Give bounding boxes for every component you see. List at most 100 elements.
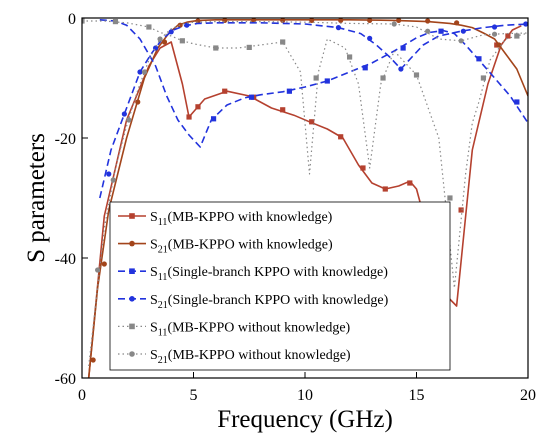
data-point [447,195,453,201]
data-point [523,21,528,27]
x-tick-label: 0 [78,387,86,404]
data-point [476,56,482,62]
data-point [135,99,141,105]
legend-marker [129,351,135,357]
data-point [400,45,406,51]
data-point [280,107,286,113]
data-point [179,38,185,44]
legend-box [109,201,451,371]
data-point [514,99,520,105]
legend-label: S21(MB-KPPO with knowledge) [150,238,333,256]
data-point [313,75,319,81]
data-point [491,24,498,30]
data-point [246,44,252,50]
series-4 [99,21,528,199]
series-5 [82,18,528,289]
data-point [324,78,330,84]
data-point [338,134,344,140]
legend-marker [129,323,135,330]
data-point [360,165,366,171]
data-point [309,18,315,23]
legend-entry: S11(MB-KPPO with knowledge) [118,210,333,228]
data-point [362,65,368,71]
y-axis-title: S parameters [23,133,50,263]
series-line [99,22,528,199]
y-tick-label: -20 [55,131,76,148]
data-point [101,261,107,267]
data-point [106,171,112,177]
data-point [90,357,96,363]
data-point [425,28,431,34]
data-point [222,88,228,94]
legend: S11(MB-KPPO with knowledge) S21(MB-KPPO w… [109,201,451,371]
data-point [195,104,201,110]
data-point [347,54,353,60]
data-point [248,94,255,100]
data-point [137,69,143,75]
data-point [413,72,420,78]
data-point [458,38,464,44]
data-point [286,88,292,94]
data-point [157,36,163,42]
legend-entry: S11(Single-branch KPPO with knowledge) [118,265,388,283]
legend-marker [129,296,135,302]
data-point [161,39,168,45]
series-2 [87,18,528,378]
data-point [338,18,344,23]
data-point [391,21,397,27]
data-point [460,28,466,34]
legend-entry: S21(Single-branch KPPO with knowledge) [118,293,389,311]
data-point [186,114,192,120]
x-tick-label: 15 [409,387,425,404]
data-point [514,33,520,39]
data-point [82,18,85,24]
data-point [335,25,342,31]
x-tick-label: 5 [190,387,198,404]
data-point [454,20,460,26]
data-point [168,29,174,35]
data-point [480,75,486,81]
data-point [425,18,431,24]
legend-entry: S21(MB-KPPO without knowledge) [118,348,351,366]
legend-label: S11(MB-KPPO without knowledge) [150,320,351,338]
data-point [367,18,373,23]
data-point [177,22,183,28]
data-point [112,19,119,25]
data-point [280,18,286,23]
x-axis-title: Frequency (GHz) [217,406,393,433]
data-point [126,117,132,123]
data-point [110,177,116,183]
data-point [458,207,464,213]
x-tick-label: 10 [297,387,313,404]
legend-marker [129,240,135,247]
ticks-layer: 0 5 10 15 20 0 -20 -40 -60 [55,11,536,404]
data-point [396,18,402,23]
data-point [491,31,498,37]
data-point [505,33,511,39]
legend-marker [129,268,135,274]
legend-label: S11(Single-branch KPPO with knowledge) [150,265,388,283]
data-point [95,267,101,273]
data-point [210,116,217,122]
data-point [213,45,219,51]
data-point [141,69,148,75]
legend-marker [129,213,135,219]
legend-label: S21(Single-branch KPPO with knowledge) [150,293,389,311]
data-point [184,22,190,28]
legend-entry: S11(MB-KPPO without knowledge) [118,320,351,338]
data-point [121,111,127,117]
data-point [382,186,388,192]
data-point [380,75,386,81]
y-tick-label: -60 [55,371,76,388]
series-6 [88,21,528,367]
series-layer [82,18,528,378]
legend-label: S11(MB-KPPO with knowledge) [150,210,333,228]
data-point [309,119,315,125]
x-tick-label: 20 [520,387,536,404]
y-tick-label: 0 [68,11,76,28]
series-line [87,25,522,378]
data-point [496,42,502,48]
legend-label: S21(MB-KPPO without knowledge) [150,348,351,366]
series-line [99,19,528,148]
data-point [398,66,404,72]
